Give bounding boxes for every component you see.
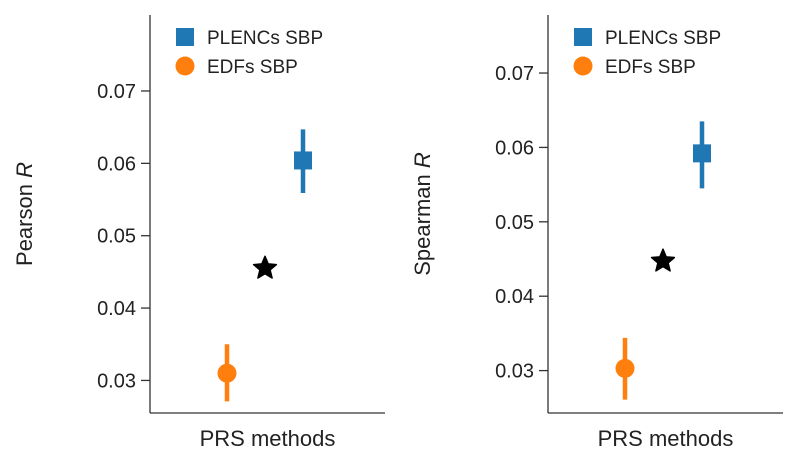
y-tick-label: 0.05	[495, 212, 534, 234]
legend-label: EDFs SBP	[207, 57, 298, 78]
y-axis-label: Spearman R	[410, 152, 435, 276]
panel-pearson: 0.03 0.04 0.05 0.06 0.07 Pearson R PRS methods…	[12, 15, 385, 451]
legend-label: PLENCs SBP	[605, 28, 721, 49]
y-axis-label-text: Pearson	[12, 184, 37, 266]
y-tick-label: 0.05	[97, 226, 136, 248]
y-tick-label: 0.07	[97, 81, 136, 103]
legend-label: PLENCs SBP	[207, 28, 323, 49]
y-tick-label: 0.04	[495, 286, 534, 308]
data-point-star	[252, 255, 278, 279]
legend-square-marker	[176, 28, 194, 46]
y-axis-label-text: Spearman	[410, 174, 435, 276]
y-tick-label: 0.03	[97, 370, 136, 392]
x-axis-label: PRS methods	[598, 426, 734, 451]
legend-label: EDFs SBP	[605, 57, 696, 78]
y-axis-label: Pearson R	[12, 162, 37, 266]
data-point-square	[693, 144, 711, 163]
x-axis-label: PRS methods	[200, 426, 336, 451]
legend-circle-marker	[573, 56, 593, 76]
y-tick-label: 0.06	[97, 153, 136, 175]
data-point-circle	[217, 363, 237, 383]
panel-spearman: 0.03 0.04 0.05 0.06 0.07 Spearman R PRS method…	[410, 15, 783, 451]
legend-square-marker	[574, 28, 592, 46]
y-tick-label: 0.04	[97, 298, 136, 320]
y-tick-label: 0.06	[495, 137, 534, 159]
y-axis-label-italic: R	[410, 152, 435, 168]
y-axis-label-italic: R	[12, 162, 37, 178]
data-point-circle	[615, 358, 635, 378]
y-tick-label: 0.07	[495, 63, 534, 85]
data-point-star	[650, 248, 676, 272]
legend-circle-marker	[175, 56, 195, 76]
y-tick-label: 0.03	[495, 361, 534, 383]
data-point-square	[294, 151, 312, 170]
